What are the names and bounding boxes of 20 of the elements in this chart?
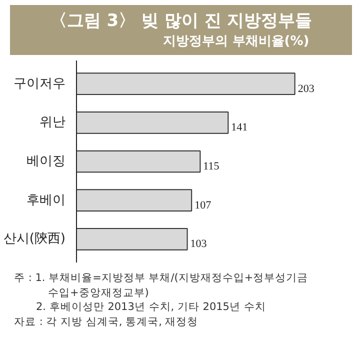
y-tick-label: 위난	[40, 115, 66, 130]
data-label: 115	[203, 160, 220, 172]
y-tick-label: 베이징	[26, 154, 66, 169]
text: 주 : 1. 부채비율=지방정부 부채/(지방재정수입+정부성기금 수입+중앙재정교부)	[14, 271, 308, 300]
data-label: 203	[298, 82, 315, 95]
data-label: 103	[190, 238, 208, 250]
bar	[76, 111, 229, 134]
data-label: 141	[231, 122, 248, 134]
y-tick-label: 구이저우	[14, 76, 66, 92]
bar	[76, 189, 192, 212]
chart-subtitle: 지방정부의 부채비율(%)	[162, 33, 310, 52]
text: 2. 후베이성만 2013년 수치, 기타 2015년 수치	[35, 300, 267, 316]
y-tick-label: 후베이	[26, 192, 66, 208]
chart-title: 〈그림 3〉 빚 많이 진 지방정부들	[50, 10, 312, 33]
text: 자료 : 각 지방 심계국, 통계국, 재정청	[14, 315, 200, 330]
y-tick-label: 산시(陝西)	[3, 232, 66, 247]
bar	[76, 228, 188, 250]
bar	[76, 72, 296, 95]
bar	[76, 150, 201, 173]
data-label: 107	[194, 199, 212, 212]
